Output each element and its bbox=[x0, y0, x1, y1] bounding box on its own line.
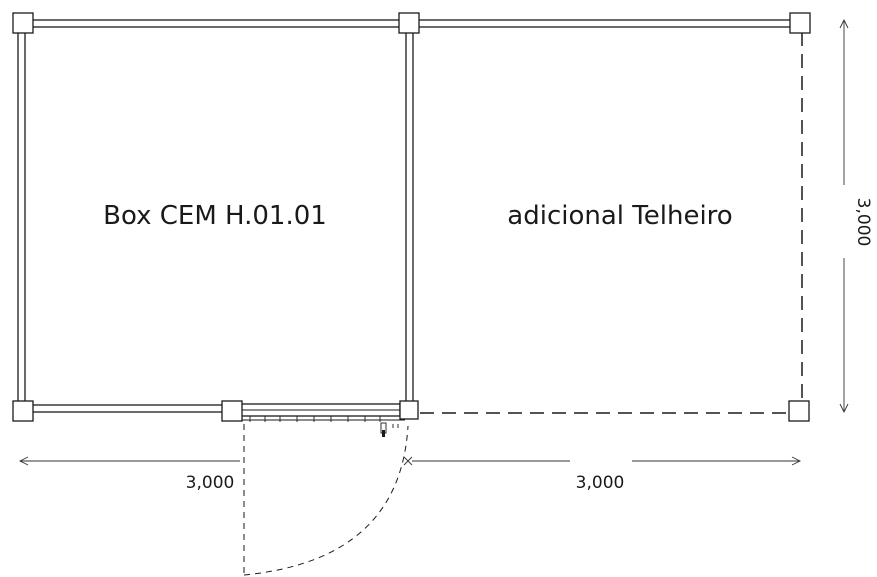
canopy-top-wall bbox=[409, 19, 801, 28]
dimension-left: 3,000 bbox=[18, 456, 413, 493]
dimension-left-label: 3,000 bbox=[186, 473, 235, 493]
corner-posts bbox=[12, 12, 811, 422]
box-top-wall bbox=[19, 19, 411, 28]
post-bottom-left bbox=[12, 400, 34, 422]
box-bottom-wall-left bbox=[19, 404, 233, 413]
door-handle-knob bbox=[382, 430, 385, 437]
post-bottom-right bbox=[788, 400, 810, 422]
dimension-right-label: 3,000 bbox=[576, 473, 625, 493]
door-assembly bbox=[239, 403, 409, 576]
post-top-right bbox=[789, 12, 811, 34]
dimension-right: 3,000 bbox=[412, 456, 802, 493]
room-label-box: Box CEM H.01.01 bbox=[103, 201, 327, 231]
box-right-wall bbox=[405, 19, 414, 413]
door-hinge-ticks bbox=[249, 416, 381, 422]
post-top-middle bbox=[398, 12, 420, 34]
post-top-left bbox=[12, 12, 34, 34]
dimension-height-label: 3,000 bbox=[853, 198, 873, 247]
room-label-canopy: adicional Telheiro bbox=[507, 201, 732, 231]
box-left-wall bbox=[17, 19, 26, 413]
door-swing-arc bbox=[243, 425, 409, 576]
dimension-height: 3,000 bbox=[839, 18, 873, 414]
post-bottom-middle bbox=[399, 400, 419, 420]
post-door-left bbox=[221, 400, 243, 422]
